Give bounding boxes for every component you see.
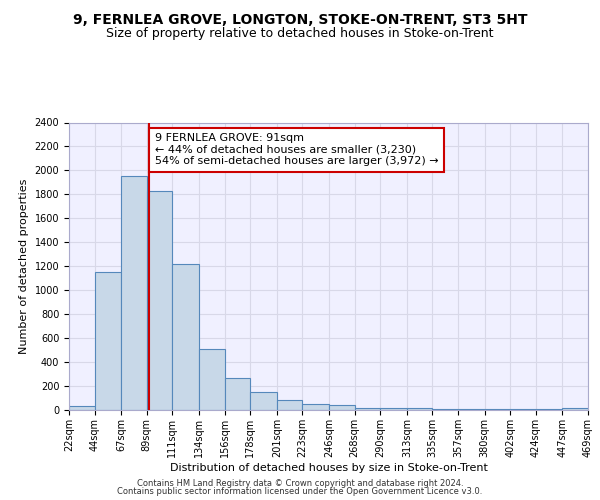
Bar xyxy=(277,400,302,410)
Bar xyxy=(199,349,224,410)
Bar xyxy=(562,408,588,410)
Bar xyxy=(147,191,172,410)
Bar xyxy=(458,409,485,410)
Bar xyxy=(250,392,277,410)
Bar xyxy=(95,272,121,410)
Text: Contains HM Land Registry data © Crown copyright and database right 2024.: Contains HM Land Registry data © Crown c… xyxy=(137,478,463,488)
Bar xyxy=(172,264,199,410)
Bar xyxy=(355,408,380,410)
Bar xyxy=(302,404,329,410)
Bar xyxy=(380,408,407,410)
Bar xyxy=(433,409,458,410)
Bar xyxy=(407,408,433,410)
Text: Contains public sector information licensed under the Open Government Licence v3: Contains public sector information licen… xyxy=(118,487,482,496)
Bar xyxy=(121,176,147,410)
Bar xyxy=(69,406,95,410)
X-axis label: Distribution of detached houses by size in Stoke-on-Trent: Distribution of detached houses by size … xyxy=(170,462,487,472)
Y-axis label: Number of detached properties: Number of detached properties xyxy=(19,178,29,354)
Bar xyxy=(224,378,250,410)
Text: 9, FERNLEA GROVE, LONGTON, STOKE-ON-TRENT, ST3 5HT: 9, FERNLEA GROVE, LONGTON, STOKE-ON-TREN… xyxy=(73,12,527,26)
Text: 9 FERNLEA GROVE: 91sqm
← 44% of detached houses are smaller (3,230)
54% of semi-: 9 FERNLEA GROVE: 91sqm ← 44% of detached… xyxy=(155,134,439,166)
Text: Size of property relative to detached houses in Stoke-on-Trent: Size of property relative to detached ho… xyxy=(106,28,494,40)
Bar xyxy=(329,405,355,410)
